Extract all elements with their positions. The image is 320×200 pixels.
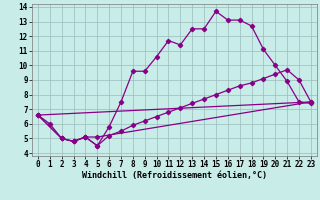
X-axis label: Windchill (Refroidissement éolien,°C): Windchill (Refroidissement éolien,°C) xyxy=(82,171,267,180)
